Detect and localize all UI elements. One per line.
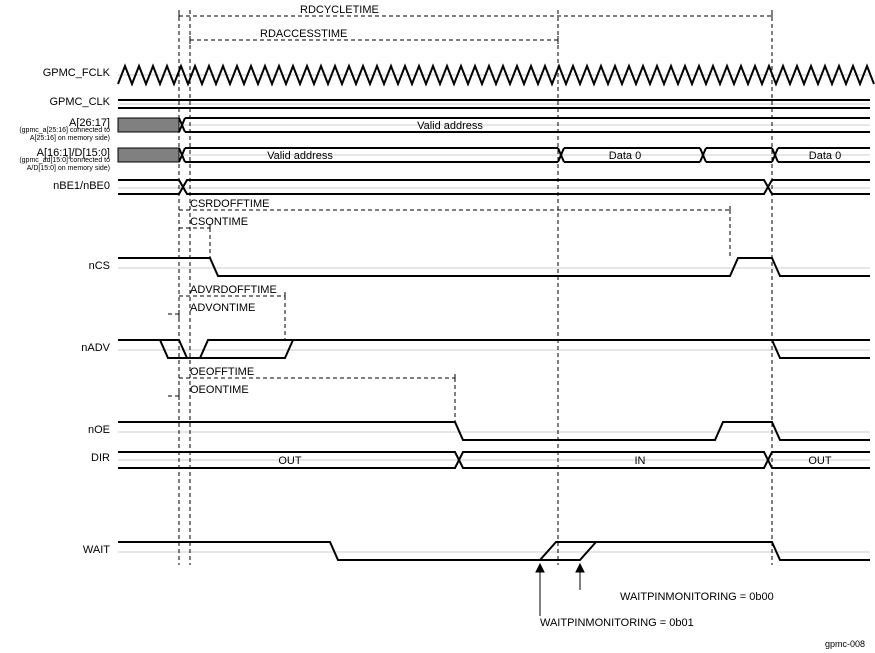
svg-text:OUT: OUT — [278, 455, 302, 467]
svg-text:ADVRDOFFTIME: ADVRDOFFTIME — [190, 284, 277, 296]
signal-label-gpmcfclk: GPMC_FCLK — [10, 67, 110, 79]
signal-label-nadv: nADV — [10, 342, 110, 354]
signal-label-noe: nOE — [10, 424, 110, 436]
svg-text:OUT: OUT — [808, 455, 832, 467]
svg-text:OEONTIME: OEONTIME — [190, 384, 249, 396]
svg-text:Valid address: Valid address — [417, 120, 483, 132]
svg-text:Data 0: Data 0 — [609, 150, 641, 162]
signal-label-wait: WAIT — [10, 544, 110, 556]
svg-text:WAITPINMONITORING = 0b00: WAITPINMONITORING = 0b00 — [620, 591, 774, 603]
svg-text:OEOFFTIME: OEOFFTIME — [190, 366, 254, 378]
svg-text:Valid address: Valid address — [267, 150, 333, 162]
signal-sublabel: (gpmc_ad[15:0] connected to A/D[15:0] on… — [10, 157, 110, 172]
svg-text:RDACCESSTIME: RDACCESSTIME — [260, 28, 347, 40]
svg-text:RDCYCLETIME: RDCYCLETIME — [300, 4, 379, 16]
svg-text:IN: IN — [635, 455, 646, 467]
svg-text:CSRDOFFTIME: CSRDOFFTIME — [190, 198, 269, 210]
svg-text:ADVONTIME: ADVONTIME — [190, 302, 255, 314]
signal-label-gpmcclk: GPMC_CLK — [10, 96, 110, 108]
signal-sublabel: (gpmc_a[25:16] connected to A[25:16] on … — [10, 127, 110, 142]
footer-id: gpmc-008 — [825, 639, 865, 649]
signal-label-ncs: nCS — [10, 260, 110, 272]
svg-text:WAITPINMONITORING = 0b01: WAITPINMONITORING = 0b01 — [540, 617, 694, 629]
svg-text:Data 0: Data 0 — [809, 150, 841, 162]
svg-text:CSONTIME: CSONTIME — [190, 216, 248, 228]
signal-label-dir: DIR — [10, 452, 110, 464]
signal-label-nbe1nbe0: nBE1/nBE0 — [10, 180, 110, 192]
